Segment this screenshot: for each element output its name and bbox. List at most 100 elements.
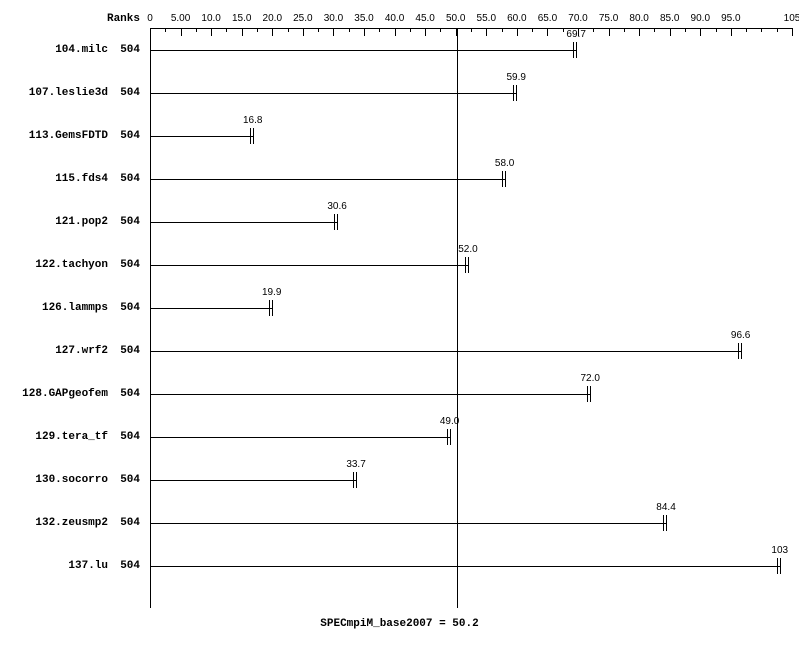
bar-start-cap	[150, 128, 151, 144]
bar-end-cap	[450, 429, 451, 445]
rank-value: 504	[120, 431, 140, 443]
value-bar	[150, 136, 253, 137]
x-major-tick	[731, 28, 732, 36]
value-label: 103	[771, 545, 788, 556]
bar-end-cap	[465, 257, 466, 273]
benchmark-name: 104.milc	[55, 44, 108, 56]
x-tick-label: 55.0	[477, 13, 496, 24]
value-bar	[150, 50, 576, 51]
x-major-tick	[211, 28, 212, 36]
x-tick-label: 75.0	[599, 13, 618, 24]
x-major-tick	[792, 28, 793, 36]
bar-end-cap	[741, 343, 742, 359]
x-major-tick	[425, 28, 426, 36]
bar-end-cap	[590, 386, 591, 402]
bar-start-cap	[150, 515, 151, 531]
x-minor-tick	[777, 28, 778, 32]
bar-end-cap	[250, 128, 251, 144]
benchmark-name: 121.pop2	[55, 216, 108, 228]
value-label: 69.7	[566, 29, 585, 40]
x-major-tick	[517, 28, 518, 36]
x-major-tick	[303, 28, 304, 36]
x-major-tick	[333, 28, 334, 36]
x-minor-tick	[440, 28, 441, 32]
value-bar	[150, 93, 516, 94]
x-major-tick	[547, 28, 548, 36]
rank-value: 504	[120, 560, 140, 572]
x-tick-label: 95.0	[721, 13, 740, 24]
bar-start-cap	[150, 558, 151, 574]
value-label: 84.4	[656, 502, 675, 513]
x-minor-tick	[502, 28, 503, 32]
ranks-header: Ranks	[107, 13, 140, 25]
bar-end-cap	[447, 429, 448, 445]
bar-start-cap	[150, 472, 151, 488]
value-bar	[150, 566, 780, 567]
bar-end-cap	[356, 472, 357, 488]
x-major-tick	[272, 28, 273, 36]
benchmark-name: 122.tachyon	[35, 259, 108, 271]
x-minor-tick	[257, 28, 258, 32]
bar-end-cap	[468, 257, 469, 273]
bar-end-cap	[777, 558, 778, 574]
benchmark-name: 115.fds4	[55, 173, 108, 185]
value-label: 49.0	[440, 416, 459, 427]
x-minor-tick	[165, 28, 166, 32]
value-label: 58.0	[495, 158, 514, 169]
bar-start-cap	[150, 214, 151, 230]
benchmark-name: 130.socorro	[35, 474, 108, 486]
x-minor-tick	[196, 28, 197, 32]
bar-end-cap	[272, 300, 273, 316]
x-tick-label: 25.0	[293, 13, 312, 24]
x-tick-label: 105	[784, 13, 799, 24]
value-label: 30.6	[327, 201, 346, 212]
bar-end-cap	[780, 558, 781, 574]
rank-value: 504	[120, 259, 140, 271]
x-minor-tick	[716, 28, 717, 32]
bar-end-cap	[505, 171, 506, 187]
value-bar	[150, 265, 468, 266]
rank-value: 504	[120, 474, 140, 486]
x-major-tick	[700, 28, 701, 36]
x-tick-label: 85.0	[660, 13, 679, 24]
value-bar	[150, 351, 741, 352]
bar-end-cap	[666, 515, 667, 531]
bar-start-cap	[150, 429, 151, 445]
x-tick-label: 45.0	[415, 13, 434, 24]
x-tick-label: 90.0	[691, 13, 710, 24]
value-bar	[150, 394, 590, 395]
benchmark-name: 113.GemsFDTD	[29, 130, 108, 142]
value-label: 19.9	[262, 287, 281, 298]
x-major-tick	[609, 28, 610, 36]
x-minor-tick	[654, 28, 655, 32]
x-major-tick	[395, 28, 396, 36]
rank-value: 504	[120, 87, 140, 99]
value-bar	[150, 222, 337, 223]
x-minor-tick	[624, 28, 625, 32]
rank-value: 504	[120, 173, 140, 185]
value-label: 33.7	[346, 459, 365, 470]
x-tick-label: 40.0	[385, 13, 404, 24]
x-tick-label: 10.0	[201, 13, 220, 24]
x-minor-tick	[685, 28, 686, 32]
x-tick-label: 60.0	[507, 13, 526, 24]
value-bar	[150, 308, 272, 309]
x-minor-tick	[471, 28, 472, 32]
x-minor-tick	[746, 28, 747, 32]
x-tick-label: 5.00	[171, 13, 190, 24]
x-major-tick	[639, 28, 640, 36]
value-label: 72.0	[580, 373, 599, 384]
x-minor-tick	[349, 28, 350, 32]
x-minor-tick	[226, 28, 227, 32]
bar-start-cap	[150, 42, 151, 58]
value-bar	[150, 437, 450, 438]
x-tick-label: 65.0	[538, 13, 557, 24]
benchmark-name: 126.lammps	[42, 302, 108, 314]
bar-start-cap	[150, 386, 151, 402]
value-bar	[150, 523, 666, 524]
x-minor-tick	[593, 28, 594, 32]
benchmark-name: 132.zeusmp2	[35, 517, 108, 529]
bar-start-cap	[150, 171, 151, 187]
value-bar	[150, 480, 356, 481]
x-tick-label: 80.0	[629, 13, 648, 24]
